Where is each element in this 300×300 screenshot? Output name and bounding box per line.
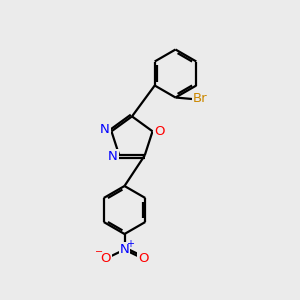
Text: −: − xyxy=(95,247,103,257)
Text: N: N xyxy=(108,151,118,164)
Text: +: + xyxy=(127,238,134,249)
Text: N: N xyxy=(100,123,110,136)
Text: O: O xyxy=(154,125,164,138)
Text: O: O xyxy=(138,252,148,265)
Text: Br: Br xyxy=(193,92,208,106)
Text: N: N xyxy=(120,243,129,256)
Text: O: O xyxy=(101,252,111,265)
